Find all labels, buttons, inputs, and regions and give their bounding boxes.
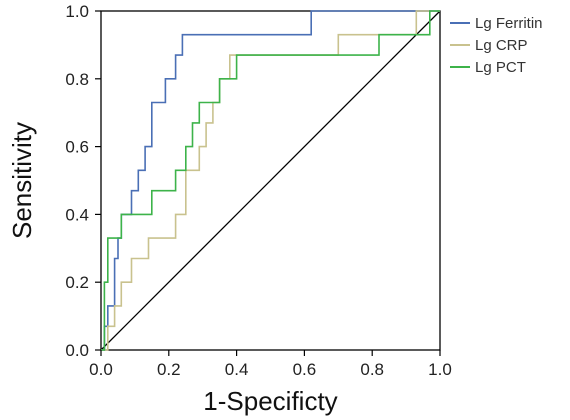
x-tick-label: 0.0 [89, 360, 113, 379]
series-line-1 [101, 10, 440, 351]
x-axis-label: 1-Specificty [203, 386, 337, 416]
y-tick-label: 0.2 [65, 273, 89, 292]
series-line-0 [101, 10, 440, 351]
y-tick-label: 0.0 [65, 341, 89, 360]
legend-label-0: Lg Ferritin [475, 15, 543, 32]
y-tick-label: 0.8 [65, 70, 89, 89]
x-tick-label: 1.0 [428, 360, 452, 379]
y-axis-label: Sensitivity [7, 122, 37, 239]
legend-label-1: Lg CRP [475, 37, 528, 54]
y-axis-ticks: 0.0 0.2 0.4 0.6 0.8 1.0 [65, 2, 101, 360]
x-axis-ticks: 0.0 0.2 0.4 0.6 0.8 1.0 [89, 350, 452, 379]
series-lines [101, 10, 440, 351]
plot-area [100, 10, 441, 351]
y-tick-label: 1.0 [65, 2, 89, 21]
y-tick-label: 0.4 [65, 205, 89, 224]
plot-border [100, 10, 441, 351]
reference-line [100, 10, 441, 351]
x-tick-label: 0.4 [225, 360, 249, 379]
y-tick-label: 0.6 [65, 138, 89, 157]
series-line-2 [101, 10, 440, 351]
reference-diagonal [100, 10, 441, 351]
legend: Lg Ferritin Lg CRP Lg PCT [450, 15, 543, 76]
x-tick-label: 0.2 [157, 360, 181, 379]
x-tick-label: 0.8 [360, 360, 384, 379]
x-tick-label: 0.6 [293, 360, 317, 379]
legend-label-2: Lg PCT [475, 59, 526, 76]
